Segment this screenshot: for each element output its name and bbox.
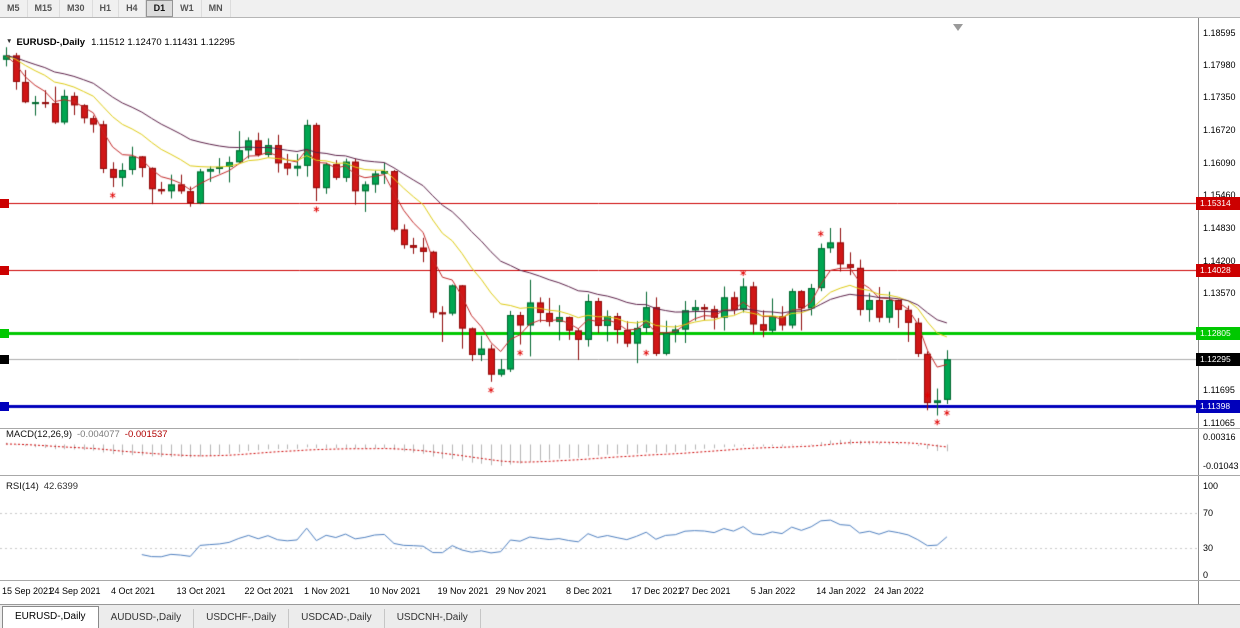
timeframe-button-mn[interactable]: MN	[202, 0, 231, 17]
timeframe-toolbar: M5 M15 M30 H1 H4 D1 W1 MN	[0, 0, 1240, 18]
date-axis-label: 5 Jan 2022	[750, 586, 796, 596]
price-axis-tick: 1.11065	[1203, 418, 1235, 428]
price-axis-tick: 1.17980	[1203, 59, 1236, 70]
date-axis-label: 4 Oct 2021	[110, 586, 156, 596]
rsi-label: RSI(14) 42.6399	[6, 481, 78, 492]
date-axis-label: 10 Nov 2021	[369, 586, 421, 596]
price-line-label-1-15314: 1.15314	[1196, 196, 1240, 210]
date-axis-label: 27 Dec 2021	[679, 586, 731, 596]
price-axis-separator	[1198, 18, 1199, 604]
rsi-axis-tick: 100	[1203, 481, 1219, 491]
timeframe-button-w1[interactable]: W1	[173, 0, 202, 17]
macd-axis-tick: 0.00316	[1203, 432, 1236, 443]
date-axis-label: 15 Sep 2021	[2, 586, 54, 596]
rsi-axis-tick: 0	[1203, 570, 1209, 580]
price-line-label-1-12805-left-mark	[0, 328, 9, 338]
chart-tab-bar: EURUSD-,Daily AUDUSD-,Daily USDCHF-,Daily U…	[0, 604, 1240, 628]
pane-divider-macd[interactable]	[0, 428, 1240, 429]
timeframe-button-m15[interactable]: M15	[28, 0, 61, 17]
chart-dropdown-icon[interactable]: ▼	[6, 38, 13, 45]
date-axis-label: 1 Nov 2021	[303, 586, 351, 596]
bid-price-label: 1.12295	[1196, 353, 1240, 367]
price-axis-tick: 1.16090	[1203, 157, 1236, 168]
rsi-name: RSI(14)	[6, 481, 39, 492]
price-axis-tick: 1.15460	[1203, 190, 1236, 201]
tab-eurusd-daily[interactable]: EURUSD-,Daily	[2, 606, 99, 628]
rsi-axis-tick: 30	[1203, 543, 1214, 554]
macd-axis-tick: -0.01043	[1203, 461, 1239, 472]
chart-title: ▼ EURUSD-,Daily 1.11512 1.12470 1.11431 1.…	[6, 37, 235, 48]
rsi-axis-tick: 70	[1203, 507, 1214, 518]
timeframe-button-h4[interactable]: H4	[119, 0, 146, 17]
chart-symbol: EURUSD-,Daily	[16, 37, 86, 48]
price-line-label-1-12805: 1.12805	[1196, 326, 1240, 340]
pane-divider-rsi[interactable]	[0, 475, 1240, 476]
price-line-label-1-15314-left-mark	[0, 198, 9, 208]
price-line-label-1-14028: 1.14028	[1196, 263, 1240, 277]
timeframe-button-h1[interactable]: H1	[93, 0, 120, 17]
price-axis-tick: 1.18595	[1203, 28, 1236, 38]
price-axis-tick: 1.14200	[1203, 255, 1236, 266]
timeframe-button-d1[interactable]: D1	[145, 0, 174, 17]
tab-usdcnh-daily[interactable]: USDCNH-,Daily	[385, 609, 481, 628]
date-axis-label: 13 Oct 2021	[176, 586, 226, 596]
tab-usdchf-daily[interactable]: USDCHF-,Daily	[194, 609, 290, 628]
date-axis-label: 22 Oct 2021	[244, 586, 294, 596]
scroll-to-end-icon	[953, 24, 963, 31]
timeframe-button-m5[interactable]: M5	[0, 0, 28, 17]
rsi-value: 42.6399	[43, 481, 79, 492]
tab-usdcad-daily[interactable]: USDCAD-,Daily	[289, 609, 385, 628]
macd-value-main: -0.004077	[77, 429, 120, 440]
macd-name: MACD(12,26,9)	[6, 429, 72, 440]
chart-ohlc-values: 1.11512 1.12470 1.11431 1.12295	[91, 37, 235, 48]
pane-divider-dates	[0, 580, 1240, 581]
macd-label: MACD(12,26,9) -0.004077 -0.001537	[6, 429, 168, 440]
price-axis-tick: 1.17350	[1203, 92, 1236, 103]
date-axis-label: 29 Nov 2021	[495, 586, 547, 596]
price-axis-tick: 1.14830	[1203, 223, 1236, 233]
timeframe-button-m30[interactable]: M30	[60, 0, 93, 17]
date-axis-label: 17 Dec 2021	[631, 586, 683, 596]
price-line-label-1-11398: 1.11398	[1196, 399, 1240, 413]
date-axis-label: 24 Jan 2022	[874, 586, 924, 596]
date-axis-label: 24 Sep 2021	[49, 586, 101, 596]
date-axis-label: 19 Nov 2021	[437, 586, 489, 596]
price-line-label-1-14028-left-mark	[0, 265, 9, 275]
chart-canvas[interactable]	[0, 18, 1197, 604]
tab-audusd-daily[interactable]: AUDUSD-,Daily	[99, 609, 195, 628]
price-axis-tick: 1.11695	[1203, 385, 1235, 396]
date-axis-label: 14 Jan 2022	[816, 586, 866, 596]
macd-value-signal: -0.001537	[124, 429, 168, 440]
date-axis-label: 8 Dec 2021	[565, 586, 613, 596]
price-axis-tick: 1.16720	[1203, 125, 1236, 136]
price-axis-tick: 1.13570	[1203, 288, 1236, 299]
price-line-label-1-11398-left-mark	[0, 401, 9, 411]
bid-price-label-left-mark	[0, 355, 9, 365]
